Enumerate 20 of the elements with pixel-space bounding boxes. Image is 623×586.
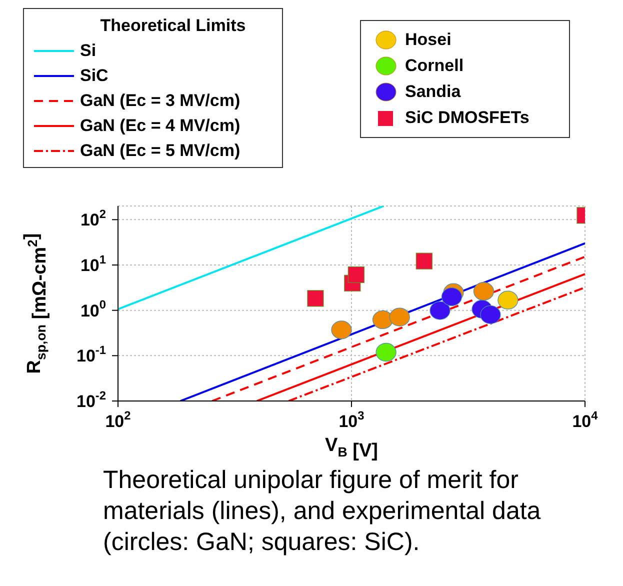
y-tick-label: 10$^{0}$ [80,298,106,320]
y-tick-label: 10$^{-1}$ [76,343,106,366]
y-tick-label: 10$^{-2}$ [76,388,106,411]
x-tick-label: 10$^{4}$ [572,408,598,431]
legend-label: Cornell [405,55,464,77]
text: Theoretical unipolar figure of merit for materials (lines), and experimental data (circles: GaN; squares: SiC). [102,465,542,558]
y-tick-label: 10$^{1}$ [80,252,106,275]
x-tick-label: 10$^{3}$ [338,408,365,431]
y-tick-label: 10$^{2}$ [80,207,106,230]
legend-label: SiC DMOSFETs [405,107,530,129]
x-axis-title: V$_{B}$ [V] [325,435,378,462]
legend-label: Si [80,40,96,62]
legend-label: Sandia [405,81,461,103]
legend-label: GaN (Ec = 3 MV/cm) [80,90,240,112]
legend-title: Theoretical Limits [99,15,247,37]
legend-label: Hosei [405,29,452,51]
legend-label: GaN (Ec = 4 MV/cm) [80,115,240,137]
legend-label: GaN (Ec = 5 MV/cm) [80,140,240,162]
legend-label: SiC [80,65,108,87]
x-tick-label: 10$^{2}$ [105,408,132,431]
